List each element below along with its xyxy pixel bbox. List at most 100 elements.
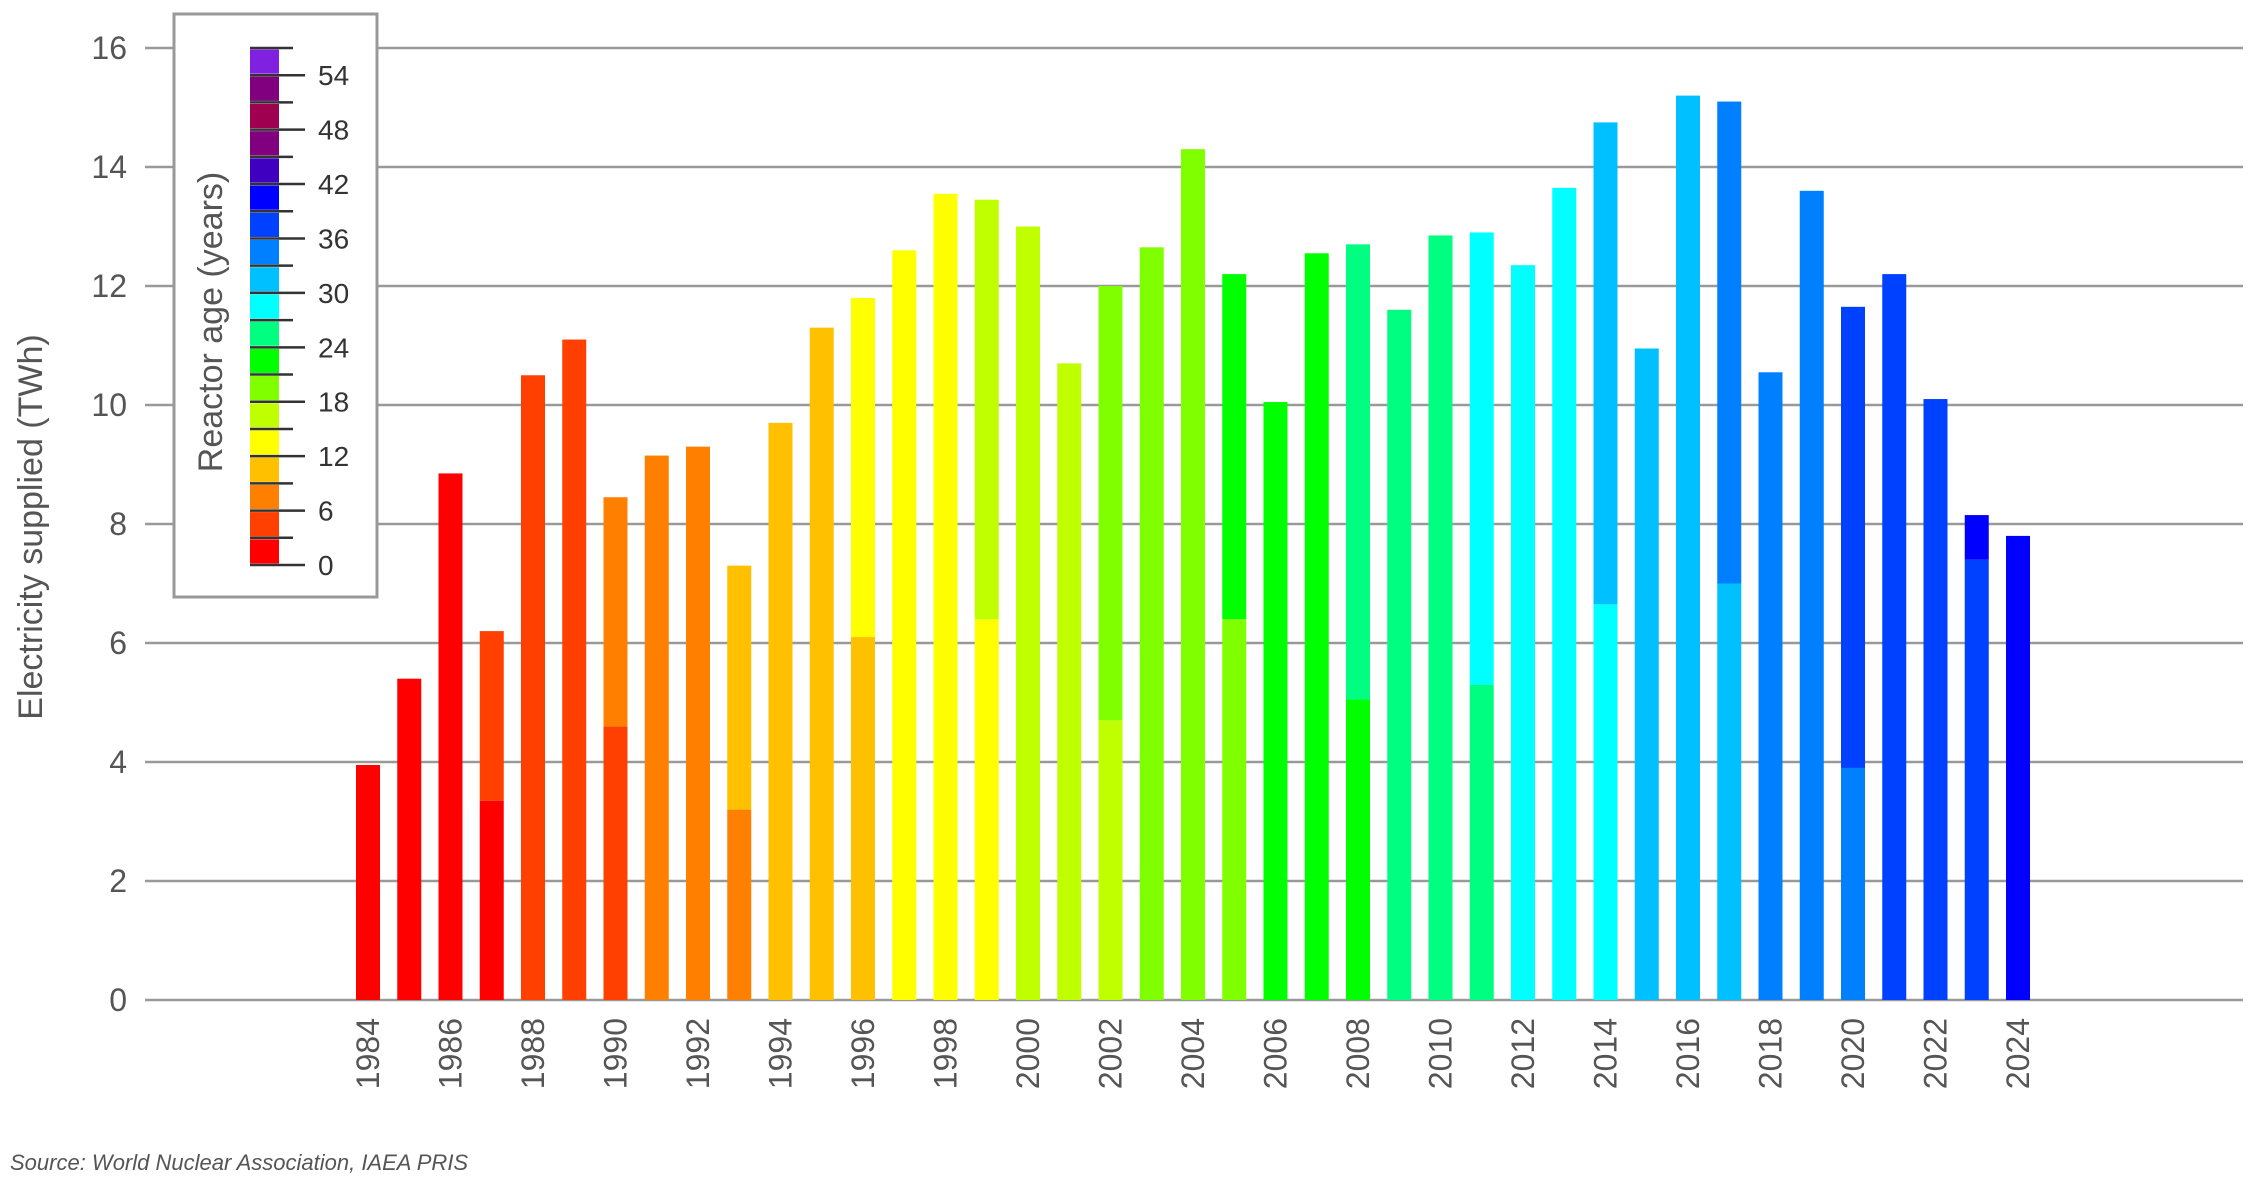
- y-tick-label: 4: [109, 744, 127, 780]
- colorbar-tick-label: 24: [318, 332, 349, 363]
- x-tick-label: 2022: [1918, 1018, 1954, 1089]
- x-tick-label: 2018: [1753, 1018, 1789, 1089]
- x-tick-label: 2000: [1010, 1018, 1046, 1089]
- bar-2015: [1634, 348, 1659, 1001]
- bar-1991: [644, 455, 669, 1000]
- x-tick-label: 1986: [433, 1018, 469, 1089]
- bar-2010: [1428, 235, 1453, 1001]
- bar-2001: [1057, 363, 1082, 1001]
- colorbar-swatch: [250, 103, 279, 129]
- x-tick-label: 1988: [515, 1018, 551, 1089]
- bar-segment-upper-1993: [727, 565, 752, 810]
- y-axis-label: Electricity supplied (TWh): [12, 334, 50, 719]
- y-tick-label: 10: [91, 387, 127, 423]
- bar-1985: [397, 678, 422, 1000]
- colorbar-tick-label: 42: [318, 169, 349, 200]
- colorbar-swatch: [250, 49, 279, 74]
- y-tick-label: 0: [109, 982, 127, 1018]
- bar-segment-lower-2002: [1098, 720, 1123, 1000]
- colorbar-swatch: [250, 76, 279, 101]
- colorbar-tick-label: 18: [318, 387, 349, 418]
- bar-segment-upper-2023: [1964, 515, 1989, 560]
- colorbar-tick-label: 36: [318, 223, 349, 254]
- x-tick-label: 1996: [845, 1018, 881, 1089]
- bar-2024: [2006, 535, 2030, 1000]
- bar-1995: [809, 327, 834, 1000]
- bar-segment-lower-1999: [974, 619, 999, 1000]
- colorbar-tick-label: 48: [318, 115, 349, 146]
- x-tick-label: 2020: [1835, 1018, 1871, 1089]
- colorbar-swatch: [250, 348, 279, 374]
- x-tick-label: 1992: [680, 1018, 716, 1089]
- bar-segment-upper-1996: [851, 297, 875, 638]
- bar-2004: [1181, 149, 1205, 1000]
- x-tick-label: 2012: [1505, 1018, 1541, 1089]
- bar-segment-lower-2008: [1346, 699, 1370, 1000]
- bars: [356, 95, 2030, 1001]
- colorbar-legend: 0 6 12 18 24 30 36 42 48 54 Reactor age (years): [172, 12, 379, 599]
- colorbar-swatch: [250, 131, 279, 156]
- x-tick-label: 2008: [1340, 1018, 1376, 1089]
- bar-segment-lower-1987: [479, 800, 504, 1000]
- x-tick-label: 1990: [598, 1018, 634, 1089]
- x-tick-label: 1984: [350, 1018, 386, 1089]
- y-tick-label: 12: [91, 268, 127, 304]
- y-tick-labels: 0 2 4 6 8 10 12 14 16: [91, 30, 127, 1018]
- bar-segment-upper-2008: [1346, 244, 1370, 700]
- bar-2021: [1882, 274, 1907, 1001]
- bar-2006: [1263, 402, 1288, 1000]
- x-tick-label: 2006: [1258, 1018, 1294, 1089]
- bar-segment-lower-1996: [851, 637, 875, 1000]
- colorbar-swatch: [250, 321, 279, 346]
- bar-segment-lower-2023: [1964, 559, 1989, 1000]
- x-tick-label: 2010: [1423, 1018, 1459, 1089]
- colorbar-swatch: [250, 403, 279, 428]
- bar-segment-lower-2014: [1593, 604, 1618, 1000]
- colorbar-swatch: [250, 376, 279, 401]
- bar-2009: [1387, 309, 1412, 1000]
- bar-segment-upper-1999: [974, 199, 999, 620]
- bar-segment-lower-2005: [1222, 619, 1247, 1000]
- colorbar-tick-label: 12: [318, 441, 349, 472]
- colorbar: 0 6 12 18 24 30 36 42 48 54: [250, 46, 349, 581]
- colorbar-swatch: [250, 212, 279, 237]
- bar-segment-upper-2005: [1222, 274, 1247, 620]
- bar-2022: [1923, 399, 1948, 1000]
- colorbar-swatch: [250, 158, 279, 183]
- bar-segment-upper-2020: [1841, 306, 1865, 768]
- x-tick-label: 2014: [1588, 1018, 1624, 1089]
- colorbar-swatch: [250, 457, 279, 482]
- bar-segment-upper-1987: [479, 631, 504, 801]
- bar-1986: [438, 473, 463, 1000]
- bar-segment-lower-2020: [1841, 767, 1865, 1000]
- y-tick-label: 6: [109, 625, 127, 661]
- bar-1997: [892, 250, 917, 1001]
- x-tick-label: 2016: [1670, 1018, 1706, 1089]
- bar-segment-upper-2011: [1469, 232, 1494, 685]
- bar-1992: [686, 446, 710, 1000]
- bar-segment-upper-1990: [603, 497, 628, 727]
- bar-2000: [1016, 226, 1040, 1000]
- x-tick-label: 2002: [1093, 1018, 1129, 1089]
- bar-2012: [1511, 265, 1535, 1000]
- y-tick-label: 8: [109, 506, 127, 542]
- bar-2007: [1304, 253, 1329, 1000]
- bar-segment-lower-1993: [727, 809, 752, 1000]
- bar-segment-lower-2011: [1469, 684, 1494, 1000]
- colorbar-swatch: [250, 484, 279, 510]
- bar-1994: [768, 422, 793, 1001]
- colorbar-swatch: [250, 539, 279, 564]
- colorbar-tick-label: 54: [318, 60, 349, 91]
- y-tick-label: 16: [91, 30, 127, 66]
- y-tick-label: 2: [109, 863, 127, 899]
- bar-1998: [933, 193, 958, 1000]
- x-tick-label: 2024: [2000, 1018, 2036, 1089]
- colorbar-tick-label: 0: [318, 550, 334, 581]
- colorbar-swatch: [250, 267, 279, 292]
- bar-2018: [1758, 372, 1783, 1000]
- colorbar-swatch: [250, 239, 279, 265]
- x-tick-label: 1998: [928, 1018, 964, 1089]
- bar-segment-upper-2002: [1098, 286, 1123, 721]
- x-tick-labels: 1984 1986 1988 1990 1992 1994 1996 1998 2000 2002…: [350, 1018, 2036, 1089]
